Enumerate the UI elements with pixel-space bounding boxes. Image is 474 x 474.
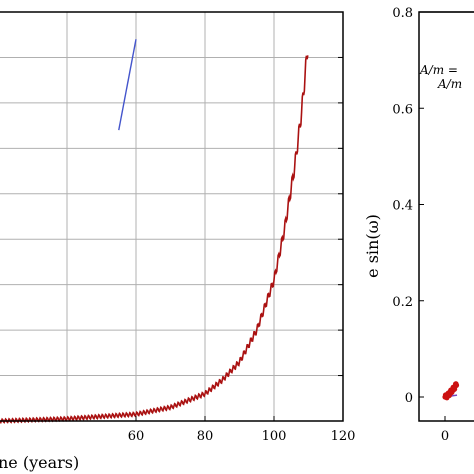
right-y-tick-label: 0.2 — [392, 295, 413, 310]
right-y-axis-label: e sin(ω) — [363, 214, 382, 278]
left-series-red — [0, 55, 309, 425]
legend-entry-1: A/m = — [419, 63, 458, 77]
left-x-tick-label: 100 — [262, 429, 287, 444]
left-chart-frame — [0, 11, 344, 422]
left-series-blue — [118, 39, 137, 131]
right-y-tick-label: 0 — [405, 391, 413, 406]
right-x-tick-label: 0 — [441, 429, 449, 444]
right-y-tick-label: 0.4 — [392, 199, 413, 214]
left-x-tick-label: 60 — [128, 429, 145, 444]
right-red-point — [453, 382, 460, 388]
right-chart: 0 0.2 0.4 0.6 0.8 0 A/m = A/m e sin(ω) — [363, 6, 474, 444]
right-y-tick-label: 0.6 — [392, 102, 413, 117]
left-x-axis-label: ne (years) — [0, 453, 79, 472]
right-y-tick-label: 0.8 — [392, 6, 413, 21]
legend-entry-2: A/m — [437, 77, 462, 91]
left-chart: 60 80 100 120 ne (years) — [0, 11, 356, 472]
left-x-tick-label: 120 — [331, 429, 356, 444]
left-x-tick-label: 80 — [197, 429, 214, 444]
